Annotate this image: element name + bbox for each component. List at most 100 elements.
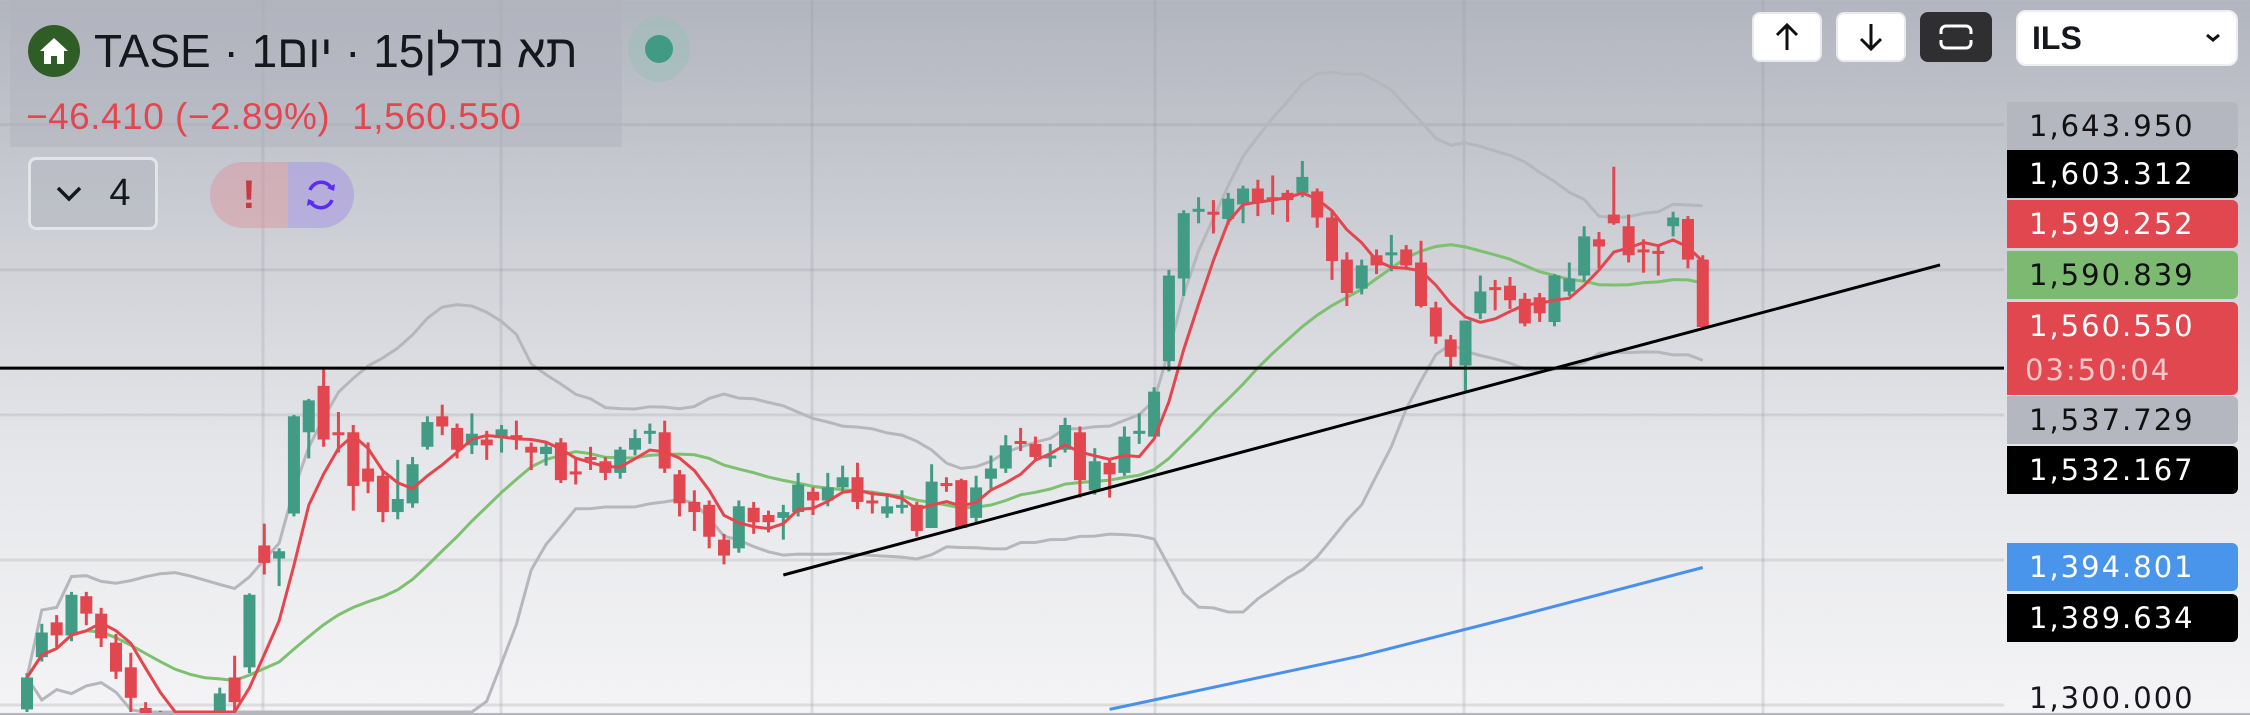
candle-body: [50, 622, 63, 636]
chevron-down-icon: [57, 186, 82, 201]
candle-body: [955, 480, 968, 529]
candle-body: [732, 506, 745, 549]
symbol-legend[interactable]: תא נדלן15 · יום1 · TASE: [28, 22, 578, 80]
candle-body: [1578, 236, 1591, 276]
candle-body: [1251, 188, 1264, 202]
candle-body: [1355, 265, 1368, 289]
candle-body: [287, 416, 300, 514]
candle-body: [940, 483, 953, 487]
candle-body: [213, 693, 226, 713]
ma-slow-path: [25, 243, 1704, 683]
candle-body: [747, 507, 760, 523]
bb-lower-line: [25, 342, 1704, 713]
candle-body: [643, 430, 656, 434]
candle-body: [1177, 213, 1190, 279]
alert-refresh-pill[interactable]: !: [210, 162, 354, 228]
candle-body: [1162, 275, 1175, 362]
bar-countdown: 03:50:04: [2025, 353, 2172, 387]
indicators-toggle-button[interactable]: 4: [28, 157, 158, 230]
scroll-down-button[interactable]: [1836, 12, 1906, 62]
live-dot-icon: [645, 35, 673, 63]
candle-body: [124, 667, 137, 698]
symbol-title: תא נדלן15 · יום1 · TASE: [94, 25, 578, 77]
home-icon: [28, 25, 80, 77]
candle-body: [1518, 298, 1531, 324]
candle-body: [1681, 218, 1694, 260]
candle-body: [302, 400, 315, 433]
chevron-down-icon: [2206, 33, 2220, 42]
candle-body: [1340, 259, 1353, 293]
legend-background: [10, 0, 622, 147]
candle-body: [1133, 430, 1146, 434]
candle-body: [1237, 188, 1250, 205]
candle-body: [1148, 391, 1161, 437]
candle-body: [510, 435, 523, 439]
candle-body: [332, 432, 345, 436]
ma-fast-path: [25, 191, 1704, 713]
candle-body: [65, 594, 78, 636]
candle-body: [1696, 259, 1709, 327]
candle-body: [1622, 226, 1635, 256]
refresh-icon[interactable]: [287, 162, 354, 228]
candle-body: [1296, 176, 1309, 193]
candle-body: [1192, 208, 1205, 212]
candle-body: [35, 632, 48, 658]
candle-body: [703, 504, 716, 537]
candle-body: [525, 446, 538, 453]
candle-body: [910, 504, 923, 531]
fullscreen-icon: [1938, 24, 1974, 50]
candle-body: [1207, 211, 1220, 215]
warning-icon[interactable]: !: [210, 162, 288, 228]
candle-body: [999, 445, 1012, 469]
currency-select[interactable]: ILS: [2016, 10, 2238, 66]
trend-line[interactable]: [782, 263, 1941, 577]
candle-body: [1504, 285, 1516, 301]
candle-body: [540, 446, 553, 455]
candle-body: [1607, 214, 1620, 224]
candle-body: [984, 468, 997, 479]
axis-tick-1300: 1,300.000: [2029, 681, 2195, 715]
price-change-row: −46.410 (−2.89%) 1,560.550: [26, 96, 543, 138]
candle-body: [1222, 198, 1235, 219]
candle-body: [258, 545, 271, 563]
last-price: 1,560.550: [352, 96, 522, 137]
candle-body: [1489, 287, 1502, 291]
price-label-trendline-start: 1,389.634: [2007, 594, 2238, 642]
drawings[interactable]: [0, 263, 2004, 577]
price-label-last: 1,560.550 03:50:04: [2007, 302, 2238, 395]
candle-body: [376, 475, 389, 513]
candle-body: [584, 456, 597, 460]
candle-body: [866, 500, 879, 504]
candle-body: [1059, 425, 1072, 450]
bollinger-bands: [25, 70, 1704, 713]
candle-body: [806, 491, 819, 501]
fullscreen-button[interactable]: [1920, 12, 1992, 62]
candle-body: [569, 471, 582, 475]
candle-body: [1444, 339, 1457, 357]
candle-body: [614, 449, 627, 473]
candle-body: [95, 613, 108, 639]
candle-body: [1474, 291, 1487, 314]
price-label-ma-fast: 1,599.252: [2007, 200, 2238, 248]
candle-body: [421, 422, 434, 447]
candle-body: [836, 477, 849, 488]
candle-body: [673, 474, 686, 504]
candle-body: [480, 439, 493, 446]
price-label-ma-long: 1,394.801: [2007, 543, 2238, 591]
candle-body: [228, 677, 241, 703]
candle-body: [821, 487, 834, 501]
scroll-up-button[interactable]: [1752, 12, 1822, 62]
candle-body: [718, 539, 731, 556]
candle-body: [658, 432, 671, 469]
candle-body: [21, 677, 33, 710]
candle-body: [1637, 249, 1650, 253]
price-label-bb-lower: 1,537.729: [2007, 396, 2238, 444]
candle-body: [881, 506, 894, 514]
price-label-bb-upper: 1,643.950: [2007, 102, 2238, 150]
candle-body: [362, 468, 375, 482]
market-status-indicator: [628, 16, 690, 82]
indicators-count: 4: [109, 172, 131, 214]
candle-body: [895, 504, 908, 508]
candle-body: [1044, 455, 1057, 459]
